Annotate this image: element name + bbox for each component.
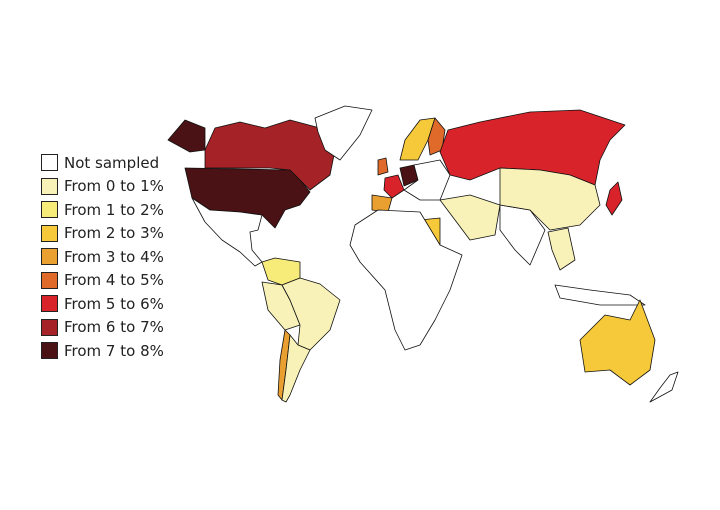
legend-item: From 7 to 8% xyxy=(41,339,164,363)
legend-label: From 1 to 2% xyxy=(64,200,164,219)
legend-item: From 3 to 4% xyxy=(41,245,164,269)
region-japan xyxy=(605,181,623,216)
region-france xyxy=(383,174,405,199)
region-china xyxy=(499,167,601,231)
legend-swatch xyxy=(41,318,58,336)
legend-label: From 3 to 4% xyxy=(64,247,164,266)
legend-item: From 4 to 5% xyxy=(41,269,164,293)
legend-swatch xyxy=(41,248,58,266)
region-brazil xyxy=(281,277,341,351)
legend-swatch xyxy=(41,201,58,219)
legend-swatch xyxy=(41,295,58,313)
legend-label: From 5 to 6% xyxy=(64,294,164,313)
region-argentina xyxy=(281,334,311,403)
legend-swatch xyxy=(41,342,58,360)
legend-label: From 2 to 3% xyxy=(64,224,164,243)
region-africa xyxy=(349,209,463,351)
region-finland xyxy=(427,117,446,156)
legend-item: Not sampled xyxy=(41,151,164,175)
legend-item: From 2 to 3% xyxy=(41,222,164,246)
region-southeast-asia xyxy=(547,227,576,271)
region-mexico-central-america xyxy=(191,197,263,267)
legend-swatch xyxy=(41,271,58,289)
legend-label: From 4 to 5% xyxy=(64,271,164,290)
region-canada xyxy=(204,119,336,191)
legend-item: From 5 to 6% xyxy=(41,292,164,316)
legend-label: From 6 to 7% xyxy=(64,318,164,337)
region-spain xyxy=(371,194,393,213)
region-united-kingdom xyxy=(377,157,389,176)
region-middle-east xyxy=(439,194,501,241)
region-greenland xyxy=(314,105,373,161)
legend-label: Not sampled xyxy=(64,153,160,172)
region-australia xyxy=(579,299,656,386)
region-new-zealand xyxy=(649,371,679,403)
region-europe-other xyxy=(403,159,451,201)
legend-label: From 0 to 1% xyxy=(64,177,164,196)
legend: Not sampled From 0 to 1% From 1 to 2% Fr… xyxy=(41,151,164,363)
region-russia xyxy=(439,109,626,186)
legend-item: From 6 to 7% xyxy=(41,316,164,340)
legend-swatch xyxy=(41,224,58,242)
legend-swatch xyxy=(41,154,58,172)
legend-item: From 1 to 2% xyxy=(41,198,164,222)
region-indonesia xyxy=(554,284,646,306)
legend-swatch xyxy=(41,177,58,195)
legend-item: From 0 to 1% xyxy=(41,175,164,199)
legend-label: From 7 to 8% xyxy=(64,341,164,360)
